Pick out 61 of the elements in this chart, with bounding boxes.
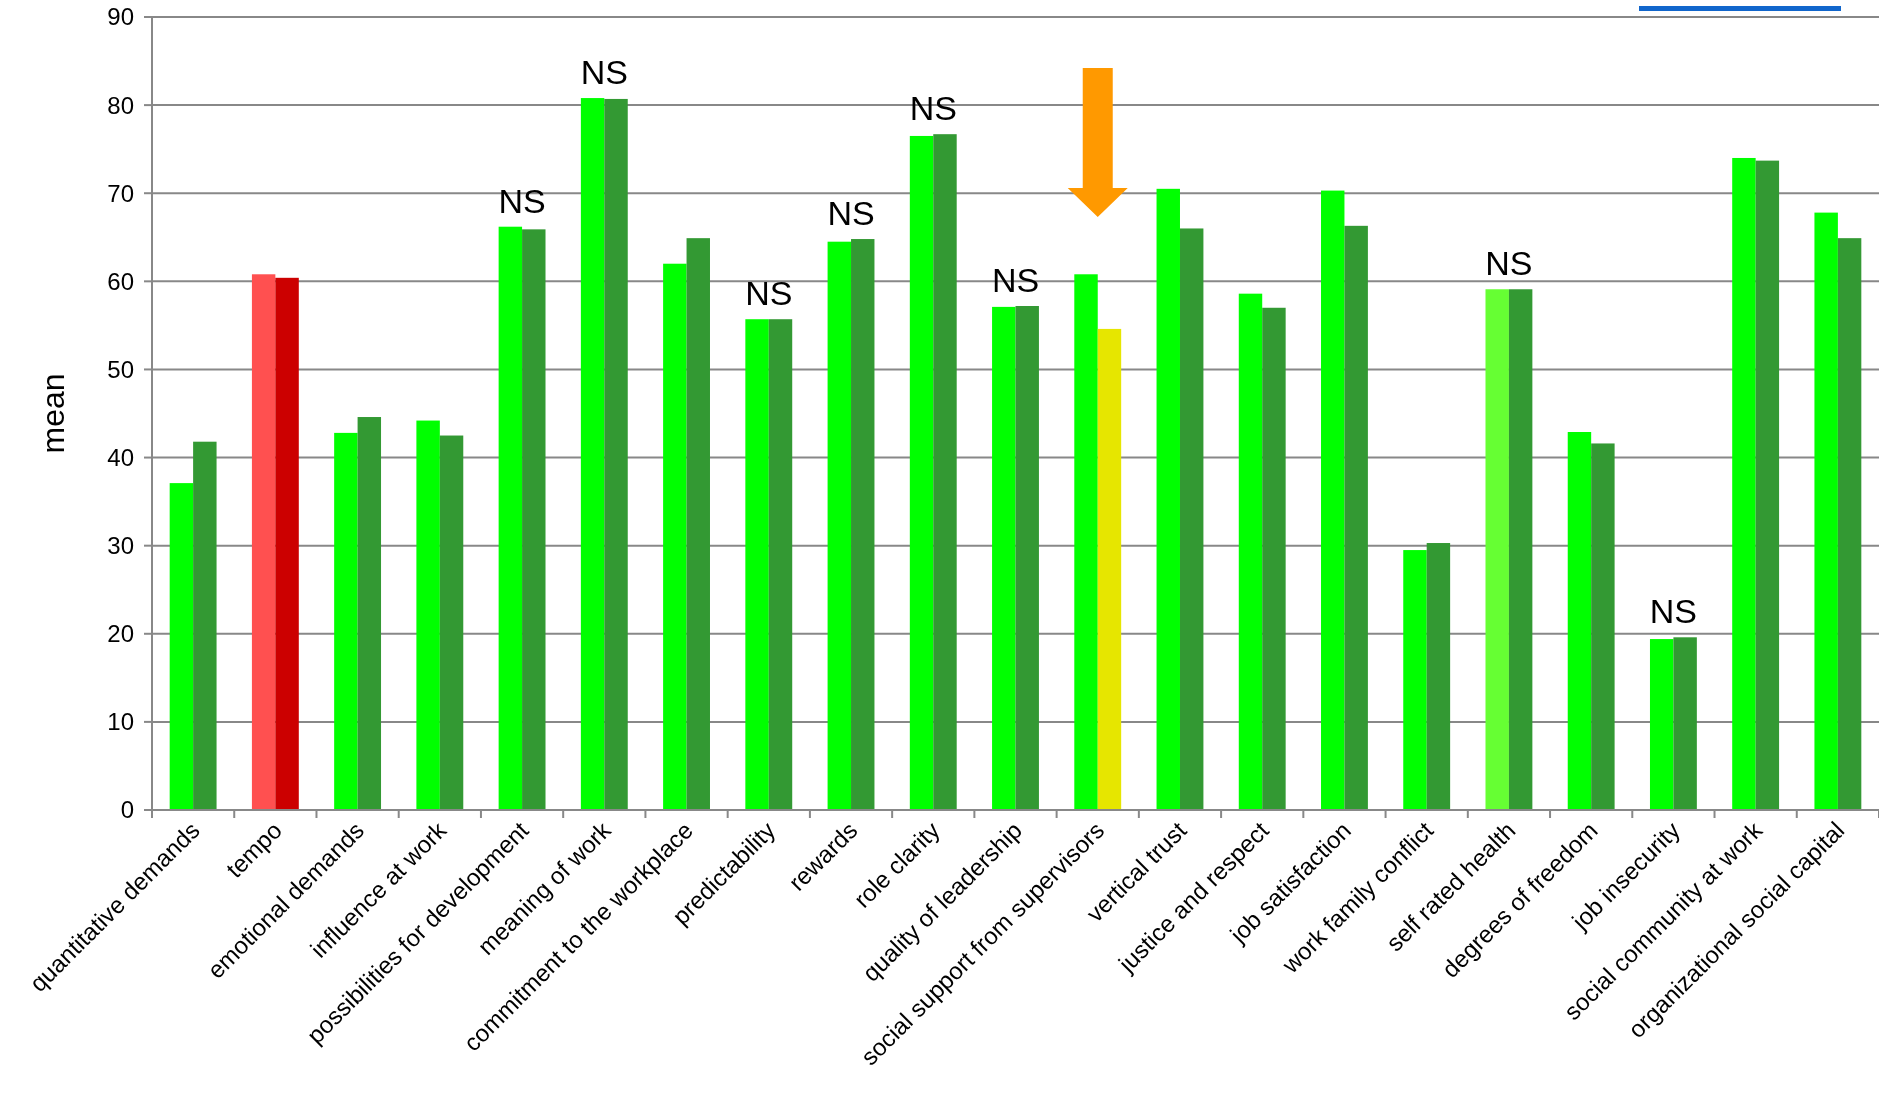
- bar: [1074, 274, 1098, 810]
- bar: [1403, 550, 1427, 810]
- bar: [275, 277, 299, 810]
- bar: [251, 274, 276, 810]
- bar: [1837, 238, 1862, 810]
- bar: [768, 319, 793, 810]
- bar: [1156, 188, 1180, 810]
- y-tick-label: 90: [107, 3, 134, 31]
- y-axis-title: mean: [35, 373, 71, 454]
- annotation: NS: [745, 274, 793, 313]
- bar: [1015, 306, 1039, 810]
- bar: [909, 135, 934, 810]
- y-tick-label: 30: [107, 532, 134, 560]
- bar: [357, 417, 382, 810]
- annotation: NS: [1649, 592, 1698, 631]
- bar: [933, 134, 957, 810]
- annotation: NS: [909, 89, 957, 128]
- bar: [1426, 543, 1451, 810]
- bar: [1485, 289, 1509, 810]
- bar: [439, 435, 464, 810]
- annotation: NS: [827, 194, 875, 233]
- y-tick-label: 0: [120, 796, 134, 824]
- bar: [1238, 293, 1263, 810]
- bar: [663, 263, 687, 810]
- bar: [193, 441, 217, 810]
- annotation: NS: [1485, 244, 1533, 283]
- annotation: NS: [991, 261, 1040, 299]
- annotation: NS: [580, 53, 628, 92]
- bar: [1732, 157, 1756, 810]
- bar: [1673, 637, 1697, 810]
- bar: [522, 229, 546, 810]
- bar: [1344, 225, 1368, 810]
- bar: [1814, 212, 1838, 810]
- bar: [827, 241, 852, 810]
- bar: [604, 98, 628, 810]
- y-tick-label: 40: [107, 443, 134, 471]
- y-tick-label: 20: [107, 620, 134, 648]
- y-tick-label: 80: [107, 91, 134, 119]
- bar: [1755, 160, 1780, 810]
- y-tick-label: 50: [107, 355, 134, 383]
- bar: [498, 226, 523, 810]
- bar: [1508, 289, 1533, 810]
- bar: [1262, 307, 1286, 810]
- bar: [1567, 432, 1592, 810]
- y-tick-label: 10: [107, 708, 134, 736]
- y-tick-label: 60: [107, 267, 134, 295]
- bar: [851, 239, 875, 810]
- bar: [580, 98, 605, 810]
- annotation: NS: [498, 181, 546, 220]
- bar: [1179, 228, 1204, 810]
- bar: [169, 483, 194, 810]
- bar: [416, 420, 440, 810]
- bar: [334, 432, 358, 810]
- bar: [686, 238, 710, 810]
- bar: [1591, 443, 1615, 810]
- bar: [745, 319, 769, 810]
- bar: [1321, 190, 1345, 810]
- bar: [992, 306, 1016, 810]
- bar: [1097, 328, 1122, 810]
- bar: [1649, 639, 1674, 810]
- y-tick-label: 70: [107, 179, 134, 207]
